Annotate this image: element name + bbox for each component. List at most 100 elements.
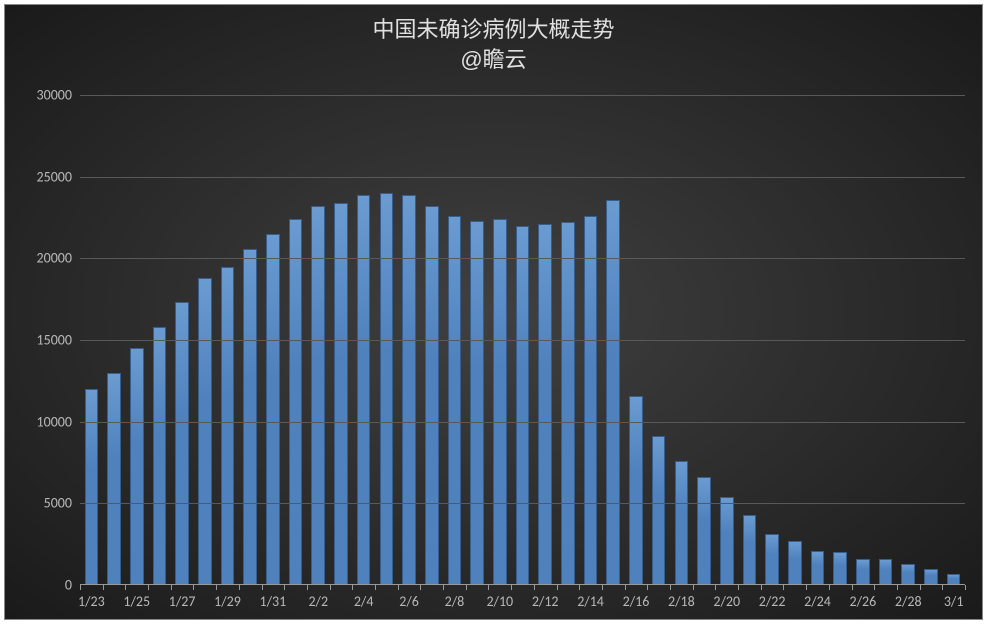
bar: [289, 219, 303, 585]
bar: [448, 216, 462, 585]
chart-title-line1: 中国未确诊病例大概走势: [5, 15, 982, 45]
bar: [675, 461, 689, 585]
chart-title-line2: @瞻云: [5, 45, 982, 75]
x-tick-mark: [103, 585, 104, 590]
x-tick-mark: [375, 585, 376, 590]
bar: [357, 195, 371, 585]
bar: [266, 234, 280, 585]
y-axis-label: 0: [65, 577, 72, 594]
x-tick-mark: [647, 585, 648, 590]
x-tick-mark: [670, 585, 671, 590]
gridline: [80, 258, 965, 259]
x-tick-mark: [171, 585, 172, 590]
y-axis-label: 10000: [37, 413, 72, 430]
x-tick-mark: [534, 585, 535, 590]
plot-area: 0500010000150002000025000300001/231/251/…: [80, 95, 965, 585]
chart-container: 中国未确诊病例大概走势 @瞻云 050001000015000200002500…: [0, 0, 987, 624]
x-axis-label: 1/29: [214, 593, 241, 610]
x-axis-label: 1/31: [260, 593, 287, 610]
bar: [924, 569, 938, 585]
x-tick-mark: [307, 585, 308, 590]
bar: [833, 552, 847, 585]
x-tick-mark: [398, 585, 399, 590]
x-tick-mark: [511, 585, 512, 590]
x-axis-label: 2/28: [895, 593, 922, 610]
y-axis-label: 15000: [37, 332, 72, 349]
bar: [85, 389, 99, 585]
bar: [629, 396, 643, 585]
bar: [493, 219, 507, 585]
x-axis-label: 2/24: [804, 593, 831, 610]
gridline: [80, 340, 965, 341]
bar: [243, 249, 257, 585]
bar: [107, 373, 121, 585]
gridline: [80, 177, 965, 178]
bar: [652, 436, 666, 585]
x-tick-mark: [239, 585, 240, 590]
x-tick-mark: [466, 585, 467, 590]
bar: [697, 477, 711, 585]
bar: [788, 541, 802, 585]
x-axis-label: 1/27: [169, 593, 196, 610]
bar: [153, 327, 167, 585]
x-axis-label: 2/2: [308, 593, 328, 610]
bar: [221, 267, 235, 586]
x-tick-mark: [284, 585, 285, 590]
bar: [198, 278, 212, 585]
x-axis-label: 1/23: [78, 593, 105, 610]
x-tick-mark: [80, 585, 81, 590]
x-tick-mark: [761, 585, 762, 590]
x-tick-mark: [874, 585, 875, 590]
x-tick-mark: [557, 585, 558, 590]
y-axis-label: 30000: [37, 87, 72, 104]
x-tick-mark: [330, 585, 331, 590]
x-axis-baseline: [80, 584, 965, 585]
bar: [561, 222, 575, 585]
x-tick-mark: [443, 585, 444, 590]
x-axis-label: 2/16: [623, 593, 650, 610]
bar: [743, 515, 757, 585]
chart-background: 中国未确诊病例大概走势 @瞻云 050001000015000200002500…: [4, 4, 983, 620]
bar: [425, 206, 439, 585]
gridline: [80, 503, 965, 504]
x-tick-mark: [579, 585, 580, 590]
bar: [879, 559, 893, 585]
y-axis-label: 25000: [37, 168, 72, 185]
y-axis-label: 5000: [44, 495, 72, 512]
gridline: [80, 422, 965, 423]
x-tick-mark: [148, 585, 149, 590]
x-tick-mark: [488, 585, 489, 590]
bar: [402, 195, 416, 585]
gridline: [80, 95, 965, 96]
x-tick-mark: [965, 585, 966, 590]
x-tick-mark: [829, 585, 830, 590]
x-tick-mark: [738, 585, 739, 590]
x-tick-mark: [897, 585, 898, 590]
bar: [856, 559, 870, 585]
x-tick-mark: [420, 585, 421, 590]
x-tick-mark: [783, 585, 784, 590]
x-tick-mark: [920, 585, 921, 590]
x-axis-label: 2/6: [399, 593, 419, 610]
y-axis-label: 20000: [37, 250, 72, 267]
x-tick-mark: [216, 585, 217, 590]
x-tick-mark: [625, 585, 626, 590]
x-axis-label: 2/20: [713, 593, 740, 610]
x-tick-mark: [852, 585, 853, 590]
x-axis-label: 2/18: [668, 593, 695, 610]
x-axis-label: 2/4: [354, 593, 374, 610]
bar: [720, 497, 734, 585]
x-axis-label: 3/1: [944, 593, 964, 610]
bar: [516, 226, 530, 585]
bar: [811, 551, 825, 585]
bar: [175, 302, 189, 585]
bar: [765, 534, 779, 585]
x-tick-mark: [193, 585, 194, 590]
x-tick-mark: [125, 585, 126, 590]
bar: [584, 216, 598, 585]
bar: [334, 203, 348, 585]
bar: [538, 224, 552, 585]
bar: [380, 193, 394, 585]
x-tick-mark: [715, 585, 716, 590]
bar: [130, 348, 144, 585]
